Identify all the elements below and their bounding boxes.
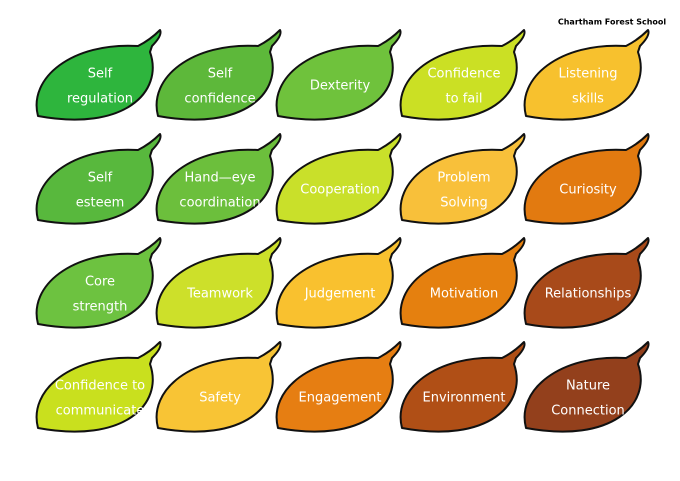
leaf-label: Self	[88, 171, 113, 186]
leaf-label: skills	[572, 92, 604, 107]
leaf-shape	[523, 133, 650, 225]
leaf-shape	[275, 237, 402, 329]
school-title: Chartham Forest School	[558, 18, 667, 27]
leaf: Dexterity	[275, 29, 402, 121]
leaf-label: Self	[208, 67, 233, 82]
leaf-label: Motivation	[430, 287, 498, 302]
leaf: Problem Solving	[399, 133, 526, 225]
leaf-label: confidence	[184, 92, 255, 107]
leaf-label: Teamwork	[186, 287, 253, 302]
leaf-label: Self	[88, 67, 113, 82]
leaf-shape	[275, 133, 402, 225]
leaf-shape	[275, 29, 402, 121]
leaf-label: Hand—eye	[185, 171, 256, 186]
leaf-label: Solving	[440, 196, 488, 211]
leaf: Confidence to fail	[399, 29, 526, 121]
leaf-shape	[155, 133, 282, 225]
leaf: Relationships	[523, 237, 650, 329]
leaf-label: Confidence	[427, 67, 500, 82]
leaf: Core strength	[35, 237, 162, 329]
leaf-label: Confidence to	[55, 379, 145, 394]
leaf-shape	[35, 237, 162, 329]
leaf: Confidence to communicate	[35, 341, 162, 433]
leaf-label: communicate	[56, 404, 145, 419]
leaf-shape	[155, 341, 282, 433]
leaf-shape	[155, 237, 282, 329]
leaf-label: Cooperation	[300, 183, 379, 198]
leaf: Self esteem	[35, 133, 162, 225]
leaf-label: Connection	[551, 404, 625, 419]
leaf-shape	[523, 29, 650, 121]
leaf-label: Dexterity	[310, 79, 371, 94]
leaf-label: coordination	[179, 196, 260, 211]
leaf-shape	[523, 237, 650, 329]
leaf-shape	[275, 341, 402, 433]
leaf-shape	[35, 29, 162, 121]
leaf-label: regulation	[67, 92, 133, 107]
leaf: Curiosity	[523, 133, 650, 225]
leaf-label: Problem	[437, 171, 490, 186]
leaf: Listening skills	[523, 29, 650, 121]
leaf: Hand—eye coordination	[155, 133, 282, 225]
leaf-shape	[35, 133, 162, 225]
leaf-label: to fail	[446, 92, 483, 107]
leaf: Environment	[399, 341, 526, 433]
leaf: Self regulation	[35, 29, 162, 121]
leaf-shape	[399, 237, 526, 329]
leaf-label: esteem	[76, 196, 125, 211]
leaf-label: Engagement	[299, 391, 382, 406]
leaf-label: Curiosity	[559, 183, 617, 198]
leaf: Nature Connection	[523, 341, 650, 433]
leaf-shape	[523, 341, 650, 433]
leaf: Self confidence	[155, 29, 282, 121]
leaf-shape	[399, 341, 526, 433]
leaf: Motivation	[399, 237, 526, 329]
leaf-label: Nature	[566, 379, 610, 394]
leaf: Teamwork	[155, 237, 282, 329]
leaf-label: Judgement	[304, 287, 376, 302]
leaf-label: Listening	[558, 67, 617, 82]
leaf-label: Environment	[422, 391, 505, 406]
leaf-label: Relationships	[545, 287, 632, 302]
leaf: Judgement	[275, 237, 402, 329]
leaf-label: Core	[85, 275, 115, 290]
leaf-shape	[155, 29, 282, 121]
leaf-label: strength	[73, 300, 128, 315]
leaf-shape	[399, 29, 526, 121]
leaf: Engagement	[275, 341, 402, 433]
leaf: Safety	[155, 341, 282, 433]
leaf: Cooperation	[275, 133, 402, 225]
leaf-label: Safety	[199, 391, 241, 406]
leaf-shape	[399, 133, 526, 225]
leaf-shape	[35, 341, 162, 433]
